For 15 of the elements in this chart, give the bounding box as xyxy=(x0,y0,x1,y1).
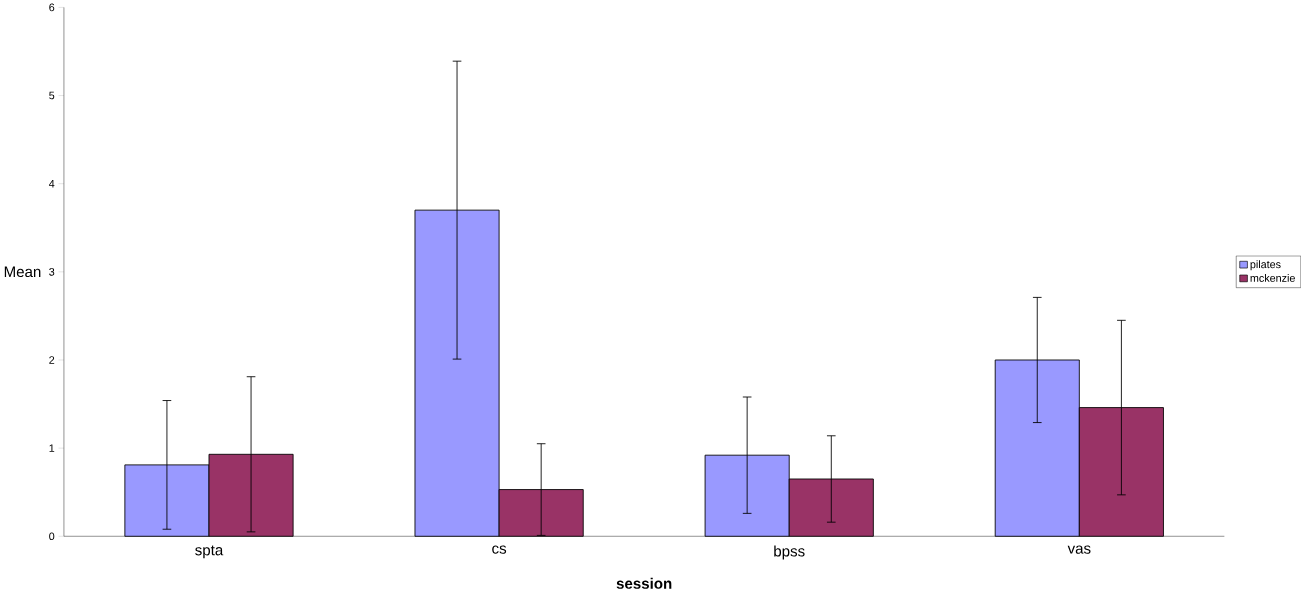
legend-label: pilates xyxy=(1250,260,1281,271)
y-tick-label: 3 xyxy=(49,267,55,276)
x-tick-label: cs xyxy=(492,545,507,554)
y-tick-label: 6 xyxy=(49,3,55,11)
x-tick-label: spta xyxy=(195,545,224,559)
y-tick-label: 1 xyxy=(49,444,55,452)
y-tick-label: 2 xyxy=(49,356,55,364)
y-axis-title: Mean xyxy=(4,266,41,277)
x-axis-title: session xyxy=(616,577,672,589)
y-tick-label: 5 xyxy=(49,91,55,100)
legend-label: mckenzie xyxy=(1250,273,1295,282)
y-tick-label: 0 xyxy=(49,532,55,540)
y-tick-label: 4 xyxy=(48,179,55,188)
x-tick-label: bpss xyxy=(774,545,805,560)
x-tick-label: vas xyxy=(1067,545,1091,554)
